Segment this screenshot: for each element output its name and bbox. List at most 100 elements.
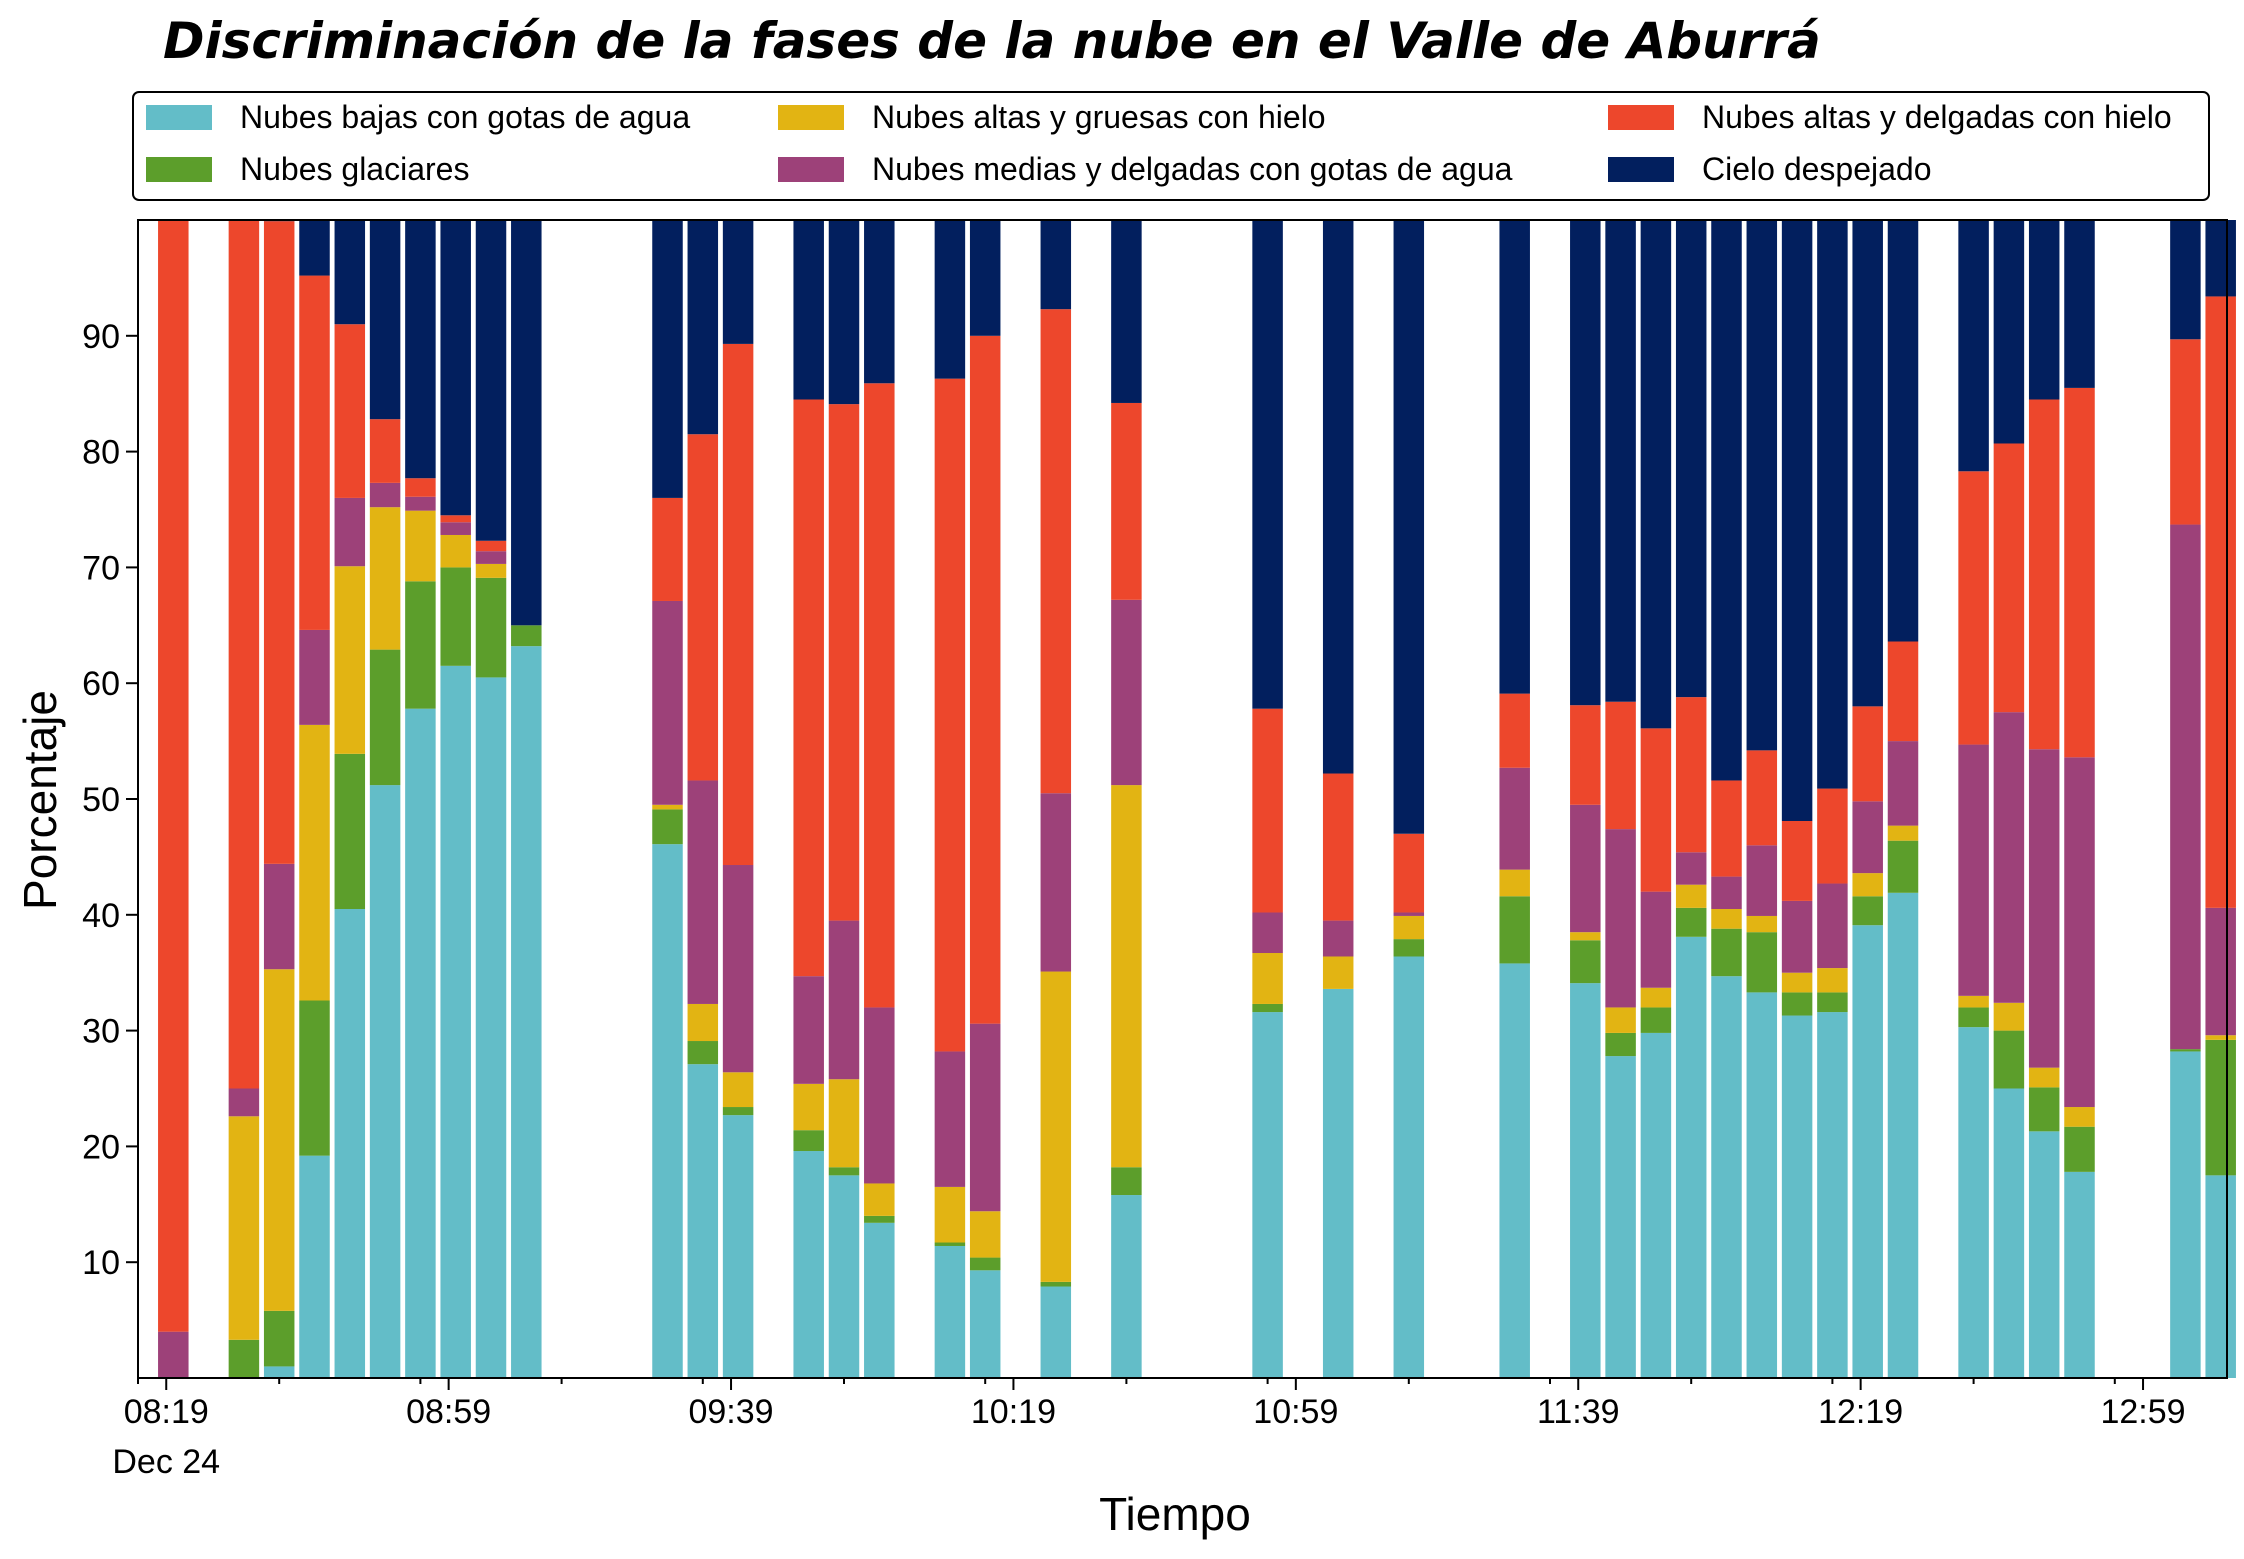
bar-segment <box>864 1183 895 1216</box>
bar-segment <box>263 969 295 1311</box>
bar-segment <box>475 551 507 564</box>
y-tick-label: 40 <box>82 897 120 935</box>
x-tick-label: 10:19 <box>971 1393 1056 1431</box>
bar-segment <box>334 497 366 567</box>
bar-segment <box>1040 309 1072 794</box>
bar-segment <box>263 1366 295 1378</box>
bar-segment <box>1640 987 1672 1008</box>
bar-segment <box>722 220 754 344</box>
bar-segment <box>1640 220 1672 729</box>
legend-swatch <box>1608 157 1674 182</box>
y-axis: 10 20 30 40 50 60 70 80 90 <box>82 318 138 1282</box>
bar-segment <box>1675 907 1707 937</box>
bar-segment <box>475 220 507 541</box>
bar-segment <box>369 649 401 786</box>
bar-segment <box>1711 909 1742 929</box>
bar-segment <box>652 497 683 601</box>
bar-segment <box>969 1023 1001 1212</box>
x-date-label: Dec 24 <box>112 1443 220 1481</box>
bar-stack <box>864 220 895 1378</box>
bar-segment <box>228 1339 260 1378</box>
bar-segment <box>1781 821 1813 901</box>
bar-segment <box>405 220 436 479</box>
bar-segment <box>1111 1195 1142 1378</box>
bar-segment <box>1852 925 1883 1378</box>
bar-segment <box>934 1186 966 1243</box>
bar-segment <box>2028 749 2060 1068</box>
legend-entry: Cielo despejado <box>1702 151 1932 187</box>
bar-segment <box>475 540 507 552</box>
bar-segment <box>1499 963 1530 1378</box>
bar-segment <box>2064 1107 2095 1127</box>
bar-segment <box>369 220 401 420</box>
bar-segment <box>934 1242 966 1246</box>
bar-segment <box>1817 992 1848 1013</box>
bar-segment <box>1993 220 2025 444</box>
x-tick-label: 09:39 <box>688 1393 773 1431</box>
bar-stack <box>1993 220 2025 1378</box>
bar-segment <box>1640 1032 1672 1378</box>
y-tick-label: 60 <box>82 665 120 703</box>
bar-segment <box>969 335 1001 1024</box>
bar-segment <box>1993 1088 2025 1378</box>
bar-segment <box>1993 1030 2025 1089</box>
bar-segment <box>864 220 895 384</box>
bar-stack <box>1781 220 1813 1378</box>
bar-segment <box>1111 220 1142 403</box>
bar-segment <box>1252 953 1283 1004</box>
bar-segment <box>1852 801 1883 874</box>
bar-segment <box>2205 1035 2236 1040</box>
bar-segment <box>440 220 471 516</box>
bar-segment <box>475 563 507 578</box>
bar-segment <box>1781 900 1813 973</box>
bar-segment <box>793 1130 824 1152</box>
bar-segment <box>1605 1056 1636 1378</box>
bar-segment <box>793 976 824 1084</box>
bar-segment <box>864 1215 895 1223</box>
bar-segment <box>687 1041 719 1065</box>
bar-segment <box>1675 884 1707 908</box>
bar-segment <box>1958 744 1989 996</box>
bar-segment <box>2170 524 2201 1050</box>
bar-segment <box>687 780 719 1004</box>
bar-segment <box>263 221 295 864</box>
bar-segment <box>1499 220 1530 694</box>
bar-stack <box>687 220 719 1378</box>
bar-stack <box>1746 220 1778 1378</box>
bar-segment <box>440 567 471 666</box>
bar-segment <box>1958 220 1989 472</box>
bar-segment <box>334 909 366 1378</box>
bar-segment <box>1040 1286 1072 1378</box>
legend-swatch <box>146 105 212 130</box>
bar-segment <box>1887 641 1919 742</box>
legend-swatch <box>146 157 212 182</box>
bar-segment <box>2170 339 2201 525</box>
bar-segment <box>1781 1015 1813 1378</box>
bar-segment <box>934 1245 966 1378</box>
bar-segment <box>793 1151 824 1378</box>
y-tick-label: 20 <box>82 1128 120 1166</box>
chart-title: Discriminación de la fases de la nube en… <box>163 12 1821 70</box>
bar-segment <box>1111 599 1142 786</box>
bar-segment <box>687 434 719 781</box>
bar-segment <box>1605 701 1636 830</box>
bar-stack <box>405 220 436 1378</box>
bar-segment <box>2028 220 2060 400</box>
bar-segment <box>1746 915 1778 933</box>
y-tick-label: 10 <box>82 1244 120 1282</box>
bar-segment <box>1781 992 1813 1016</box>
bar-stack <box>1711 220 1742 1378</box>
bar-stack <box>1393 220 1425 1378</box>
bar-segment <box>228 1088 260 1117</box>
bar-segment <box>1252 1012 1283 1378</box>
x-tick-label: 08:59 <box>406 1393 491 1431</box>
bar-segment <box>1111 402 1142 600</box>
bar-segment <box>1817 968 1848 993</box>
bar-segment <box>440 665 471 1378</box>
bar-segment <box>828 920 860 1080</box>
bar-stack <box>1887 220 1919 1378</box>
x-tick-label: 11:39 <box>1537 1393 1620 1431</box>
bar-segment <box>369 785 401 1378</box>
bar-segment <box>1570 940 1601 984</box>
bar-stack <box>652 220 683 1378</box>
